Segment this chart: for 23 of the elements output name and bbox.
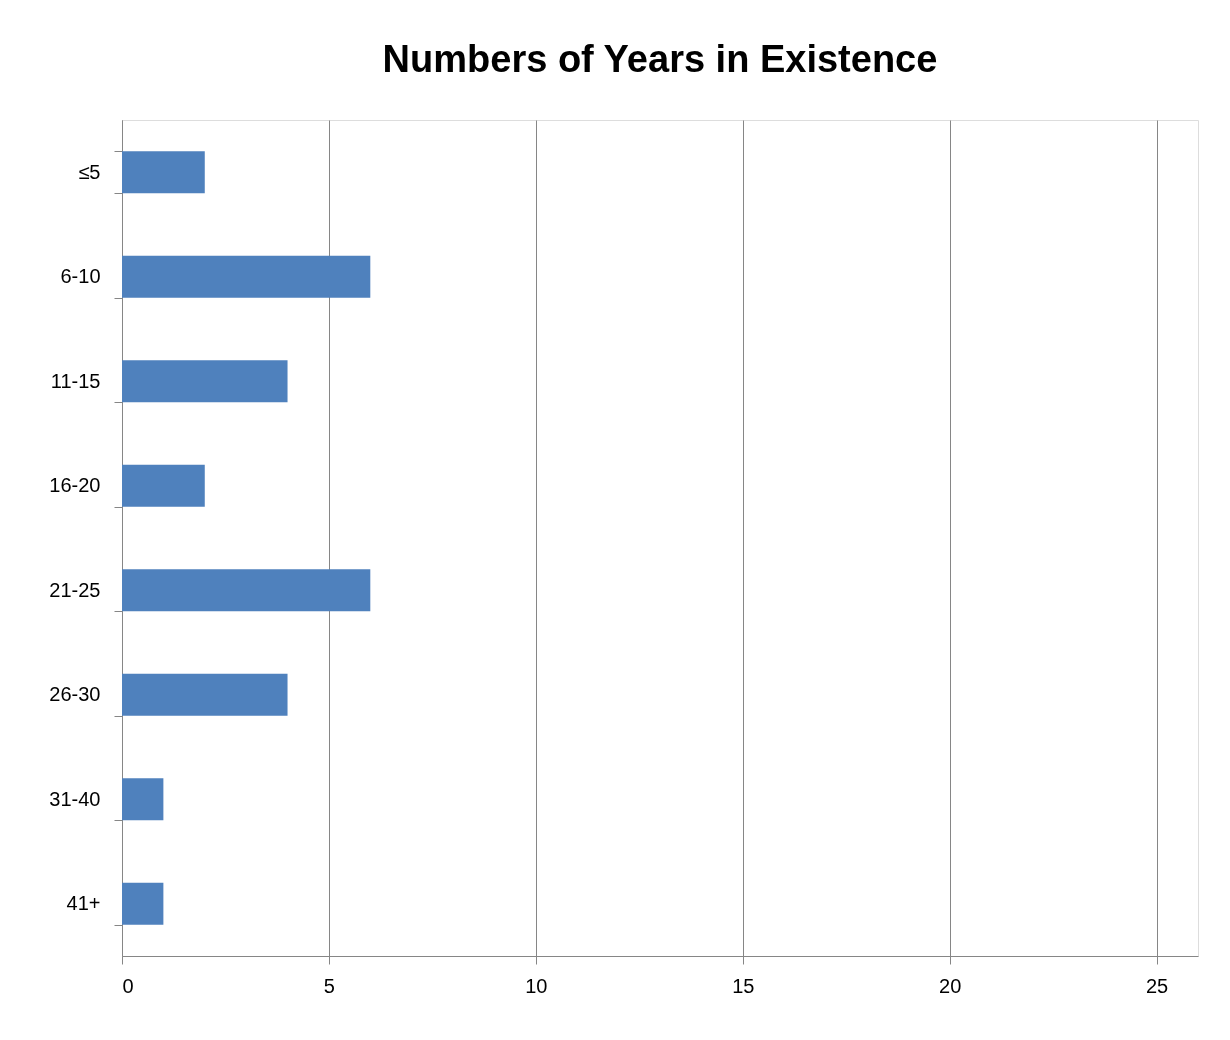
y-tick-label: 41+ — [66, 892, 101, 915]
bar — [122, 255, 371, 298]
y-tick-label: 6-10 — [60, 265, 101, 288]
bar — [122, 360, 288, 403]
bar — [122, 464, 205, 507]
bar — [122, 151, 205, 194]
chart-title: Numbers of Years in Existence — [382, 38, 938, 80]
bar — [122, 882, 164, 925]
bar — [122, 778, 164, 821]
x-tick-label: 0 — [122, 974, 134, 997]
y-tick-label: 21-25 — [49, 578, 101, 601]
y-tick-label: 26-30 — [49, 683, 101, 706]
x-tick-label: 15 — [732, 974, 755, 997]
x-tick-label: 10 — [525, 974, 548, 997]
x-tick-label: 5 — [323, 974, 335, 997]
y-tick-label: 11-15 — [50, 369, 101, 392]
y-tick-label: 16-20 — [49, 474, 101, 497]
x-tick-label: 25 — [1145, 974, 1169, 997]
y-tick-label: ≤5 — [78, 160, 101, 183]
y-tick-label: 31-40 — [49, 787, 101, 810]
bar — [122, 673, 288, 716]
x-tick-label: 20 — [939, 974, 962, 997]
bar — [122, 569, 371, 612]
